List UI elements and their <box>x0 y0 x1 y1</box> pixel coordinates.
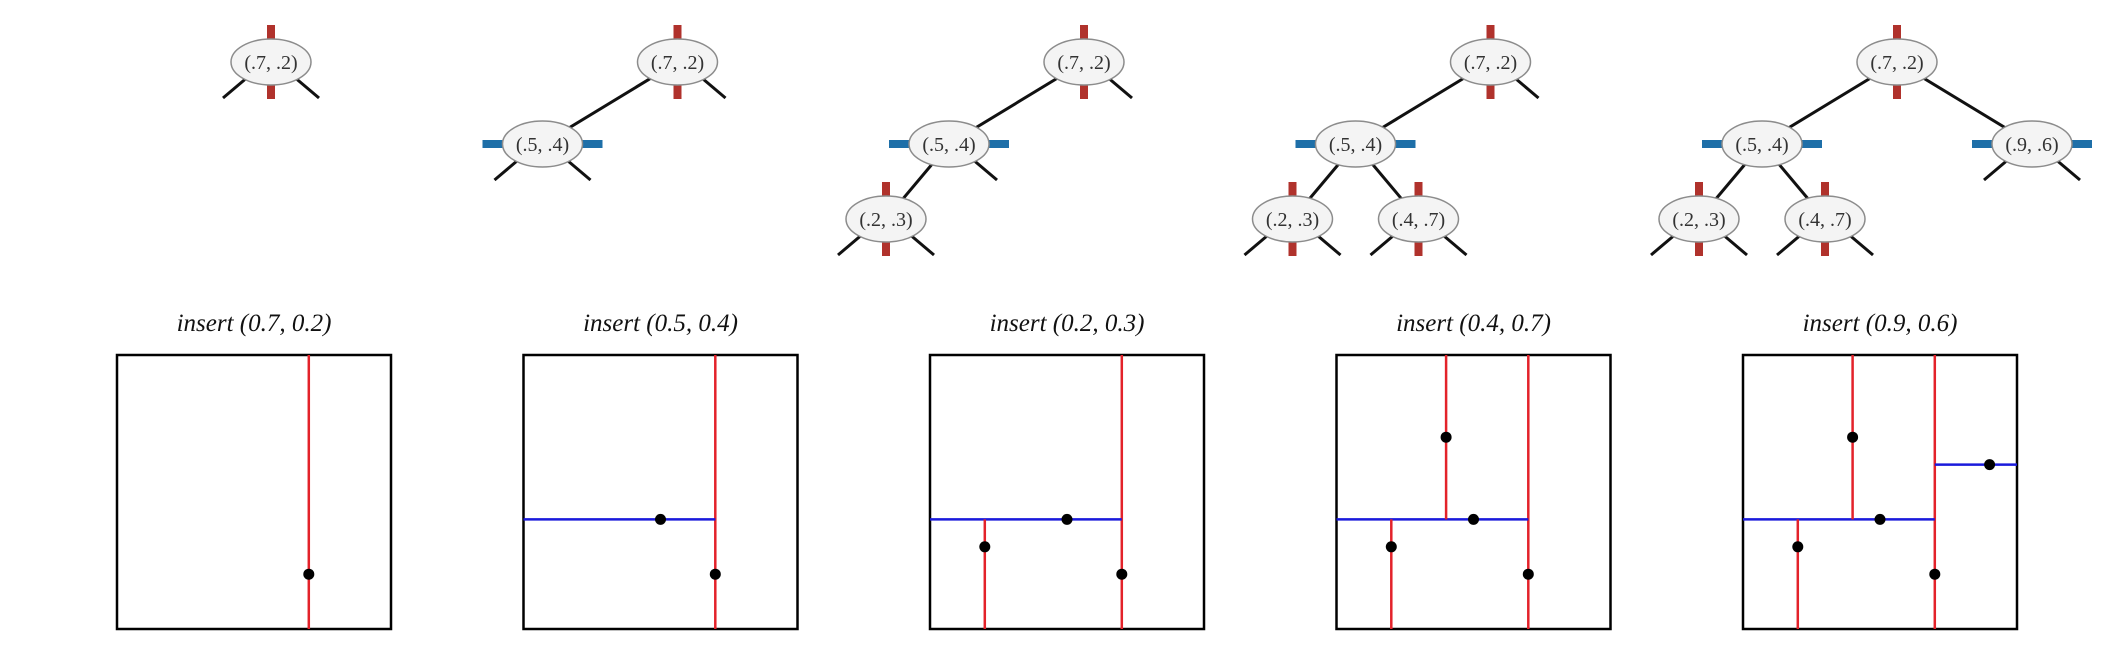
tree-node <box>908 120 990 168</box>
step-1: (.7, .2) insert (0.7, 0.2) <box>115 25 393 631</box>
tree-node-label: (.5, .4) <box>922 134 975 156</box>
tree-node <box>1043 38 1125 86</box>
data-point <box>1522 568 1534 580</box>
step-caption: insert (0.2, 0.3) <box>990 310 1145 337</box>
tree-node-label: (.4, .7) <box>1392 209 1445 231</box>
tree-node-label: (.7, .2) <box>1464 52 1517 74</box>
data-point <box>709 568 721 580</box>
partition-panel <box>1335 353 1612 631</box>
data-point <box>1929 568 1941 580</box>
data-point <box>655 513 666 525</box>
tree-node-label: (.9, .6) <box>2005 134 2058 156</box>
unit-square <box>928 353 1206 631</box>
tree-node-label: (.4, .7) <box>1798 209 1851 231</box>
data-point <box>1468 513 1479 525</box>
unit-square <box>1335 353 1612 631</box>
data-point <box>1847 431 1859 443</box>
kd-tree: (.7, .2) <box>222 25 320 100</box>
tree-node-label: (.5, .4) <box>516 134 569 156</box>
data-point <box>1061 513 1073 525</box>
data-point <box>1792 541 1804 553</box>
kd-tree: (.7, .2) (.5, .4) <box>482 25 727 182</box>
tree-node <box>845 195 927 243</box>
tree-node-label: (.7, .2) <box>1870 52 1923 74</box>
step-caption: insert (0.5, 0.4) <box>583 310 738 337</box>
data-point <box>1116 568 1128 580</box>
partition-panel <box>522 353 799 631</box>
tree-node <box>1449 38 1532 86</box>
tree-node <box>636 38 719 86</box>
tree-node <box>501 120 584 168</box>
partition-panel <box>115 353 393 631</box>
step-2: (.7, .2) (.5, .4) insert (0.5, 0.4) <box>482 25 799 631</box>
tree-node <box>1658 195 1740 243</box>
unit-square <box>1741 353 2019 631</box>
unit-square <box>115 353 393 631</box>
data-point <box>1874 513 1886 525</box>
tree-node <box>1377 195 1460 243</box>
data-point <box>979 541 991 553</box>
partition-panel <box>928 353 1206 631</box>
kd-tree: (.7, .2) (.5, .4) (.2, .3) (.4, .7) (.9, .6) <box>1650 25 2092 257</box>
tree-node-label: (.2, .3) <box>1672 209 1725 231</box>
step-caption: insert (0.9, 0.6) <box>1803 310 1958 337</box>
step-3: (.7, .2) (.5, .4) (.2, .3) insert (0.2, 0.3… <box>837 25 1206 631</box>
kd-tree: (.7, .2) (.5, .4) (.2, .3) (.4, .7) <box>1243 25 1540 257</box>
tree-node-label: (.5, .4) <box>1329 134 1382 156</box>
tree-node <box>1314 120 1397 168</box>
step-caption: insert (0.4, 0.7) <box>1396 310 1551 337</box>
data-point <box>1385 541 1397 553</box>
tree-node-label: (.5, .4) <box>1735 134 1788 156</box>
step-4: (.7, .2) (.5, .4) (.2, .3) (.4, .7) insert (… <box>1243 25 1612 631</box>
tree-node <box>230 38 312 86</box>
tree-node-label: (.7, .2) <box>651 52 704 74</box>
unit-square <box>522 353 799 631</box>
data-point <box>303 568 315 580</box>
tree-node-label: (.2, .3) <box>859 209 912 231</box>
step-caption: insert (0.7, 0.2) <box>177 310 332 337</box>
tree-node <box>1991 120 2073 168</box>
tree-node-label: (.2, .3) <box>1266 209 1319 231</box>
tree-node-label: (.7, .2) <box>244 52 297 74</box>
tree-node <box>1856 38 1938 86</box>
tree-node <box>1251 195 1334 243</box>
tree-node-label: (.7, .2) <box>1057 52 1110 74</box>
data-point <box>1984 459 1996 471</box>
kd-tree: (.7, .2) (.5, .4) (.2, .3) <box>837 25 1133 257</box>
tree-node <box>1721 120 1803 168</box>
data-point <box>1440 431 1452 443</box>
partition-panel <box>1741 353 2019 631</box>
step-5: (.7, .2) (.5, .4) (.2, .3) (.4, .7) (.9, .6)… <box>1650 25 2092 631</box>
tree-node <box>1784 195 1866 243</box>
